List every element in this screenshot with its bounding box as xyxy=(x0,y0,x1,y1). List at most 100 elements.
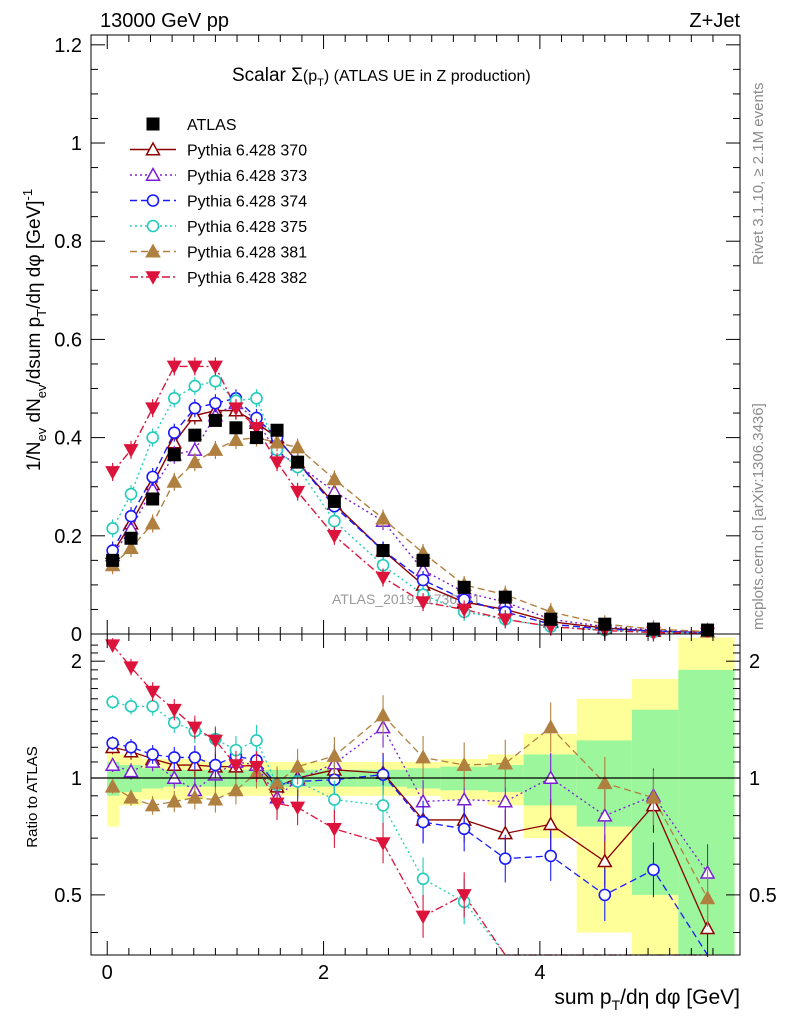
data-point xyxy=(327,494,341,508)
legend-marker xyxy=(145,243,161,258)
data-point xyxy=(146,470,159,484)
ratio-point xyxy=(207,734,223,749)
data-point xyxy=(188,401,202,415)
ratio-point xyxy=(105,639,121,653)
ratio-point xyxy=(269,797,285,812)
ratio-point xyxy=(699,890,716,905)
data-point xyxy=(290,485,306,500)
data-point xyxy=(124,509,138,523)
ratio-y-tick-label: 1 xyxy=(71,768,82,790)
legend-label: ATLAS xyxy=(187,117,237,134)
legend-label: Pythia 6.428 381 xyxy=(187,245,307,262)
data-point xyxy=(188,379,202,393)
data-point xyxy=(248,421,265,436)
x-tick-label: 4 xyxy=(534,962,545,984)
header-right: Z+Jet xyxy=(689,10,740,32)
ratio-point xyxy=(597,775,613,790)
rivet-label: Rivet 3.1.10, ≥ 2.1M events xyxy=(750,83,767,266)
data-point xyxy=(457,580,471,594)
ratio-point xyxy=(456,757,472,772)
header-left: 13000 GeV pp xyxy=(100,10,229,32)
ratio-point xyxy=(124,700,138,713)
ratio-point xyxy=(415,749,431,764)
ratio-point xyxy=(542,769,559,784)
ratio-point xyxy=(207,791,224,806)
ratio-point xyxy=(209,758,222,772)
ratio-point xyxy=(544,849,558,863)
data-point xyxy=(209,374,222,388)
data-point xyxy=(167,426,181,439)
ratio-point xyxy=(166,793,183,808)
ratio-point xyxy=(166,703,182,718)
ratio-point xyxy=(416,815,430,829)
y-tick-label: 1.2 xyxy=(54,35,82,57)
ratio-point xyxy=(123,789,139,804)
data-point xyxy=(124,531,138,545)
legend-label: Pythia 6.428 374 xyxy=(187,194,307,211)
ratio-point xyxy=(289,758,306,773)
data-point xyxy=(124,487,138,501)
ratio-point xyxy=(457,822,471,836)
data-point xyxy=(228,402,244,416)
data-point xyxy=(229,421,243,435)
data-point xyxy=(207,360,223,375)
legend-marker xyxy=(145,271,161,285)
analysis-watermark: ATLAS_2019_I1736531 xyxy=(332,591,481,607)
x-tick-label: 2 xyxy=(318,962,329,984)
data-point xyxy=(208,413,222,427)
main-axes: 0 0.2 0.4 0.6 0.8 1 1.2 xyxy=(54,34,741,646)
data-point xyxy=(415,596,431,610)
ratio-point xyxy=(248,760,265,775)
ratio-point xyxy=(188,751,202,764)
main-series-layer xyxy=(104,357,716,643)
ratio-axes: 0 2 4 0.5 0.5 1 1 2 2 xyxy=(54,633,777,984)
data-point xyxy=(456,603,472,618)
data-point xyxy=(269,434,285,449)
ratio-point xyxy=(498,852,512,865)
ratio-point xyxy=(104,757,121,772)
data-point xyxy=(269,456,285,470)
data-point xyxy=(106,522,119,535)
data-point xyxy=(498,590,512,604)
ratio-point xyxy=(598,888,612,902)
ratio-point xyxy=(597,807,613,822)
y-tick-label: 0.8 xyxy=(54,231,82,253)
ratio-point xyxy=(456,889,472,903)
y-tick-label: 0.6 xyxy=(54,329,82,351)
data-point xyxy=(416,573,430,587)
ratio-point xyxy=(146,700,159,713)
main-y-axis-label: 1/Nev dNev/dsum pT/dη dφ [GeV]-1 xyxy=(20,189,49,471)
ratio-point xyxy=(145,685,161,700)
source-label: mcplots.cern.ch [arXiv:1306.3436] xyxy=(750,403,767,630)
ratio-point xyxy=(375,837,391,851)
ratio-y-axis-label: Ratio to ATLAS xyxy=(24,746,41,847)
data-point xyxy=(123,444,139,458)
data-point xyxy=(544,612,558,626)
legend-marker xyxy=(146,117,160,131)
data-point xyxy=(416,553,430,567)
ratio-point xyxy=(228,782,244,797)
ratio-y-tick-label-right: 1 xyxy=(749,768,760,790)
data-point xyxy=(187,360,203,375)
ratio-point xyxy=(167,751,181,764)
ratio-y-tick-label-right: 0.5 xyxy=(749,885,777,907)
data-point xyxy=(105,466,121,480)
ratio-point xyxy=(166,769,183,784)
ratio-y-tick-label: 0.5 xyxy=(54,885,82,907)
legend-marker xyxy=(146,219,160,233)
data-point xyxy=(701,623,715,637)
ratio-point xyxy=(415,910,431,925)
ratio-point xyxy=(228,759,244,773)
data-point xyxy=(166,360,182,375)
ratio-point xyxy=(104,778,121,793)
ratio-point xyxy=(647,863,660,877)
ratio-point xyxy=(106,736,119,750)
ratio-point xyxy=(106,695,119,709)
data-point xyxy=(144,515,161,530)
ratio-point xyxy=(326,822,342,837)
data-point xyxy=(375,510,391,525)
y-tick-label: 0.4 xyxy=(54,428,82,450)
data-point xyxy=(146,492,160,506)
data-point xyxy=(167,392,181,405)
